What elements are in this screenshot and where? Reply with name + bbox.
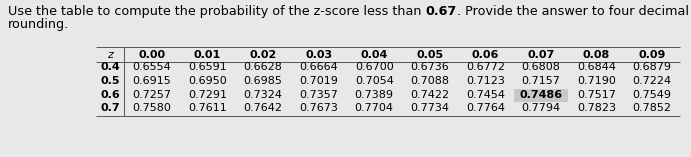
Text: 0.7324: 0.7324: [243, 89, 283, 100]
Text: 0.7054: 0.7054: [354, 76, 394, 86]
Text: 0.6591: 0.6591: [188, 62, 227, 73]
Text: . Provide the answer to four decimal places without: . Provide the answer to four decimal pla…: [457, 5, 691, 18]
Text: 0.6915: 0.6915: [133, 76, 171, 86]
Text: 0.00: 0.00: [138, 50, 165, 60]
Text: 0.6700: 0.6700: [354, 62, 394, 73]
Text: 0.7389: 0.7389: [354, 89, 394, 100]
Text: 0.7611: 0.7611: [188, 103, 227, 113]
Text: 0.7580: 0.7580: [133, 103, 171, 113]
Text: 0.7549: 0.7549: [633, 89, 672, 100]
Text: 0.7823: 0.7823: [577, 103, 616, 113]
Text: 0.6554: 0.6554: [133, 62, 171, 73]
Text: 0.7157: 0.7157: [522, 76, 560, 86]
Text: 0.7454: 0.7454: [466, 89, 505, 100]
Text: 0.7794: 0.7794: [522, 103, 560, 113]
Text: 0.02: 0.02: [249, 50, 276, 60]
Text: 0.05: 0.05: [416, 50, 444, 60]
Text: 0.7224: 0.7224: [633, 76, 672, 86]
Text: 0.7517: 0.7517: [577, 89, 616, 100]
Text: 0.6628: 0.6628: [243, 62, 283, 73]
Text: 0.4: 0.4: [100, 62, 120, 73]
Text: 0.6808: 0.6808: [522, 62, 560, 73]
Text: 0.6772: 0.6772: [466, 62, 505, 73]
Text: 0.7734: 0.7734: [410, 103, 449, 113]
Text: 0.5: 0.5: [100, 76, 120, 86]
Text: Use the table to compute the probability of the z-score less than: Use the table to compute the probability…: [8, 5, 426, 18]
Text: 0.6985: 0.6985: [243, 76, 283, 86]
Text: 0.6736: 0.6736: [410, 62, 449, 73]
Text: 0.07: 0.07: [527, 50, 555, 60]
Text: 0.7704: 0.7704: [354, 103, 394, 113]
Text: rounding.: rounding.: [8, 18, 69, 31]
Text: 0.7088: 0.7088: [410, 76, 449, 86]
Text: 0.7422: 0.7422: [410, 89, 449, 100]
Text: 0.06: 0.06: [472, 50, 499, 60]
Text: 0.67: 0.67: [426, 5, 457, 18]
Text: 0.6844: 0.6844: [577, 62, 616, 73]
Text: 0.09: 0.09: [638, 50, 666, 60]
Text: 0.6: 0.6: [100, 89, 120, 100]
Text: 0.7: 0.7: [100, 103, 120, 113]
Text: 0.7852: 0.7852: [633, 103, 672, 113]
Text: 0.7190: 0.7190: [577, 76, 616, 86]
Text: 0.7357: 0.7357: [299, 89, 338, 100]
Text: 0.7123: 0.7123: [466, 76, 505, 86]
Text: 0.7291: 0.7291: [188, 89, 227, 100]
Text: 0.7673: 0.7673: [299, 103, 338, 113]
Text: 0.7642: 0.7642: [243, 103, 283, 113]
Text: 0.7257: 0.7257: [132, 89, 171, 100]
Text: 0.6664: 0.6664: [299, 62, 338, 73]
Text: 0.7764: 0.7764: [466, 103, 505, 113]
Text: 0.6950: 0.6950: [188, 76, 227, 86]
Text: 0.03: 0.03: [305, 50, 332, 60]
Text: z: z: [107, 50, 113, 60]
Bar: [514, 89, 568, 101]
Text: 0.7486: 0.7486: [520, 89, 562, 100]
Text: 0.08: 0.08: [583, 50, 610, 60]
Text: 0.7019: 0.7019: [299, 76, 338, 86]
Text: 0.01: 0.01: [193, 50, 221, 60]
Text: 0.6879: 0.6879: [633, 62, 672, 73]
Text: 0.04: 0.04: [361, 50, 388, 60]
